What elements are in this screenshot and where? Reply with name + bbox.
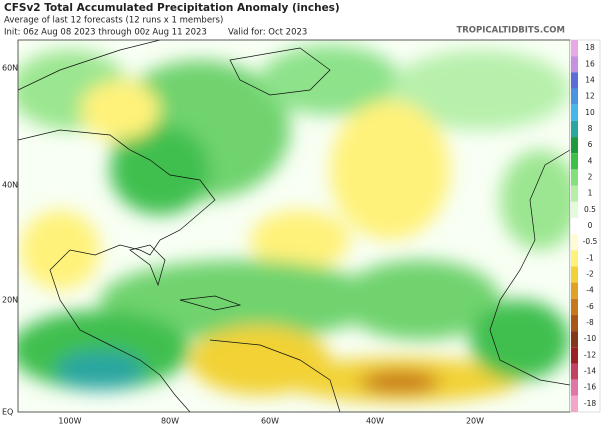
lon-label: 60W — [261, 417, 279, 426]
colorbar-swatch — [571, 153, 578, 170]
colorbar-label: 12 — [585, 92, 595, 101]
colorbar-label: 0 — [588, 221, 593, 230]
colorbar-swatch — [571, 120, 578, 138]
colorbar-label: 8 — [588, 124, 593, 133]
colorbar-label: -2 — [586, 270, 594, 279]
source: TROPICALTIDBITS.COM — [456, 26, 565, 36]
colorbar-label: -4 — [586, 286, 594, 295]
colorbar-label: -8 — [586, 318, 594, 327]
colorbar-label: 16 — [585, 59, 595, 68]
subtitle: Average of last 12 forecasts (12 runs x … — [4, 16, 223, 26]
colorbar-label: 1 — [588, 189, 593, 198]
lat-label: 60N — [2, 64, 18, 73]
colorbar-swatch — [571, 395, 578, 412]
colorbar-swatch — [571, 88, 578, 105]
lat-label: 20N — [2, 296, 18, 305]
colorbar-swatch — [571, 282, 578, 299]
colorbar-swatch — [571, 56, 578, 73]
lon-label: 40W — [366, 417, 384, 426]
lon-label: 80W — [161, 417, 179, 426]
valid-time: Valid for: Oct 2023 — [228, 28, 307, 38]
colorbar-label: 4 — [588, 156, 593, 165]
colorbar-swatch — [571, 250, 578, 267]
colorbar-label: -10 — [584, 334, 596, 343]
colorbar-label: -16 — [584, 383, 596, 392]
colorbar-swatch — [571, 234, 578, 251]
lon-label: 100W — [58, 417, 81, 426]
colorbar-swatch — [571, 363, 578, 380]
colorbar-swatch — [571, 72, 578, 89]
lat-label: 40N — [2, 181, 18, 190]
colorbar-swatch — [571, 379, 578, 396]
lat-label: EQ — [2, 408, 13, 417]
title: CFSv2 Total Accumulated Precipitation An… — [4, 2, 340, 14]
colorbar-swatch — [571, 298, 578, 315]
colorbar-label: 10 — [585, 108, 595, 117]
colorbar-label: -0.5 — [583, 237, 598, 246]
colorbar-label: -1 — [586, 253, 594, 262]
map-field — [18, 40, 570, 412]
colorbar-swatch — [571, 217, 578, 235]
colorbar-swatch — [571, 347, 578, 364]
colorbar-label: 0.5 — [584, 205, 596, 214]
colorbar-label: -12 — [584, 350, 596, 359]
colorbar-swatch — [571, 314, 578, 332]
colorbar-swatch — [571, 137, 578, 154]
colorbar-swatch — [571, 266, 578, 283]
init-time: Init: 06z Aug 08 2023 through 00z Aug 11… — [4, 28, 207, 38]
colorbar-label: -6 — [586, 302, 594, 311]
colorbar-label: -18 — [584, 399, 596, 408]
lon-label: 20W — [466, 417, 484, 426]
colorbar-swatch — [571, 40, 578, 57]
colorbar-label: 6 — [588, 140, 593, 149]
colorbar-label: 2 — [588, 172, 593, 181]
colorbar-swatch — [571, 104, 578, 121]
colorbar-swatch — [571, 331, 578, 348]
colorbar-label: 14 — [585, 75, 595, 84]
colorbar-swatch — [571, 185, 578, 202]
colorbar-label: 18 — [585, 43, 595, 52]
colorbar-swatch — [571, 169, 578, 186]
colorbar-label: -14 — [584, 367, 596, 376]
colorbar-swatch — [571, 201, 578, 218]
